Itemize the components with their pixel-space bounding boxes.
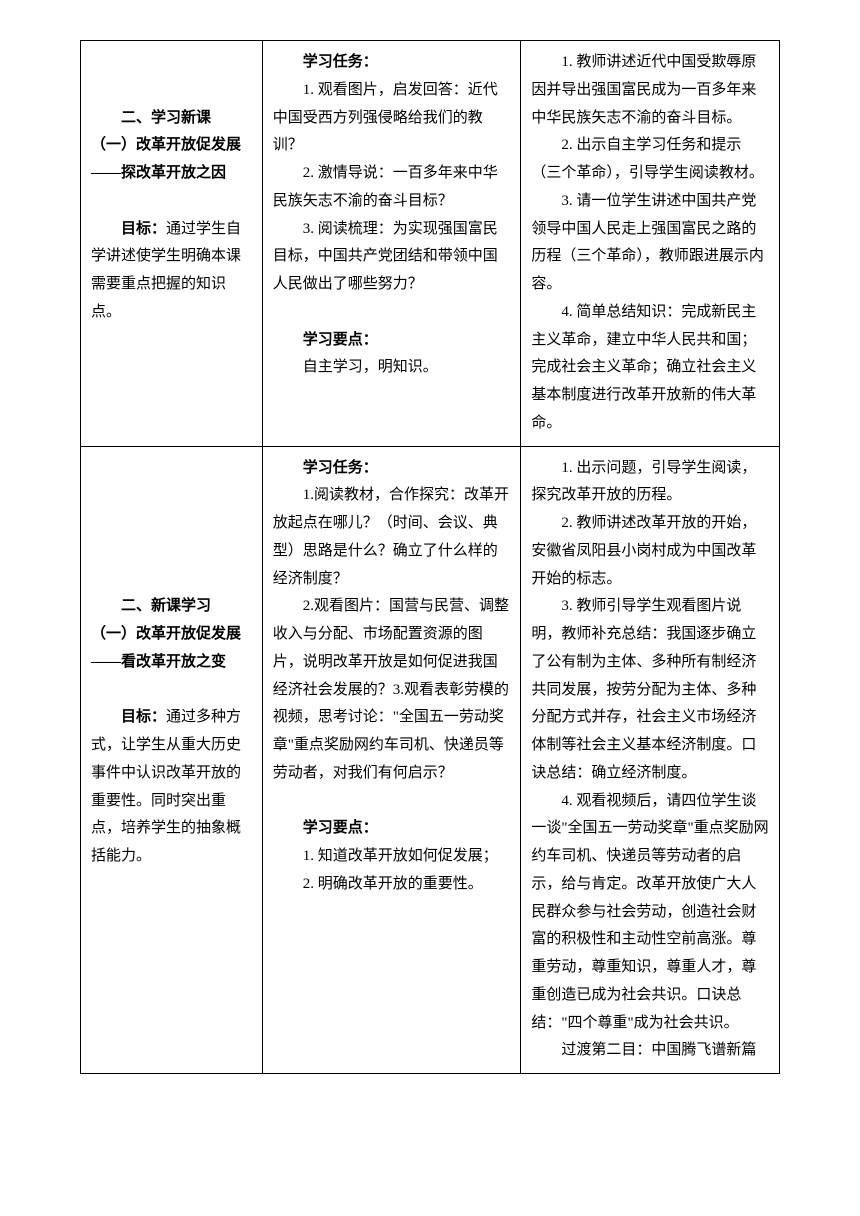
cell-right-1: 1. 教师讲述近代中国受欺辱原因并导出强国富民成为一百多年来中华民族矢志不渝的奋…	[521, 41, 780, 447]
task-item: 3. 阅读梳理：为实现强国富民目标，中国共产党团结和带领中国人民做出了哪些努力？	[273, 216, 511, 299]
cell-left-2: 二、新课学习 （一）改革开放促发展——看改革开放之变 目标：通过多种方式，让学生…	[81, 446, 263, 1074]
task-item: 2.观看图片：国营与民营、调整收入与分配、市场配置资源的图片，说明改革开放是如何…	[273, 593, 511, 787]
objective-text: 目标：通过学生自学讲述使学生明确本课需要重点把握的知识点。	[91, 216, 252, 327]
cell-middle-1: 学习任务： 1. 观看图片，启发回答：近代中国受西方列强侵略给我们的教训？ 2.…	[262, 41, 521, 447]
teacher-item: 4. 观看视频后，请四位学生谈一谈"全国五一劳动奖章"重点奖励网约车司机、快递员…	[531, 788, 769, 1038]
sub-title: （一）改革开放促发展——看改革开放之变	[91, 621, 252, 677]
point-item: 自主学习，明知识。	[273, 354, 511, 382]
teacher-item: 2. 教师讲述改革开放的开始，安徽省凤阳县小岗村成为中国改革开始的标志。	[531, 510, 769, 593]
points-header: 学习要点：	[273, 815, 511, 843]
table-row: 二、新课学习 （一）改革开放促发展——看改革开放之变 目标：通过多种方式，让学生…	[81, 446, 780, 1074]
task-item: 2. 激情导说：一百多年来中华民族矢志不渝的奋斗目标？	[273, 160, 511, 216]
lesson-plan-table: 二、学习新课 （一）改革开放促发展——探改革开放之因 目标：通过学生自学讲述使学…	[80, 40, 780, 1074]
task-header: 学习任务：	[273, 455, 511, 483]
cell-right-2: 1. 出示问题，引导学生阅读，探究改革开放的历程。 2. 教师讲述改革开放的开始…	[521, 446, 780, 1074]
teacher-item: 2. 出示自主学习任务和提示（三个革命），引导学生阅读教材。	[531, 132, 769, 188]
section-title: 二、学习新课	[91, 105, 252, 133]
teacher-item: 1. 教师讲述近代中国受欺辱原因并导出强国富民成为一百多年来中华民族矢志不渝的奋…	[531, 49, 769, 132]
teacher-item: 4. 简单总结知识：完成新民主主义革命，建立中华人民共和国；完成社会主义革命；确…	[531, 299, 769, 438]
sub-title: （一）改革开放促发展——探改革开放之因	[91, 132, 252, 188]
objective-text: 目标：通过多种方式，让学生从重大历史事件中认识改革开放的重要性。同时突出重点，培…	[91, 704, 252, 871]
point-item: 2. 明确改革开放的重要性。	[273, 871, 511, 899]
cell-middle-2: 学习任务： 1.阅读教材，合作探究：改革开放起点在哪儿？（时间、会议、典型）思路…	[262, 446, 521, 1074]
task-item: 1. 观看图片，启发回答：近代中国受西方列强侵略给我们的教训？	[273, 77, 511, 160]
table-row: 二、学习新课 （一）改革开放促发展——探改革开放之因 目标：通过学生自学讲述使学…	[81, 41, 780, 447]
transition-text: 过渡第二目：中国腾飞谱新篇	[531, 1037, 769, 1065]
points-header: 学习要点：	[273, 327, 511, 355]
cell-left-1: 二、学习新课 （一）改革开放促发展——探改革开放之因 目标：通过学生自学讲述使学…	[81, 41, 263, 447]
task-header: 学习任务：	[273, 49, 511, 77]
point-item: 1. 知道改革开放如何促发展；	[273, 843, 511, 871]
teacher-item: 3. 教师引导学生观看图片说明，教师补充总结：我国逐步确立了公有制为主体、多种所…	[531, 593, 769, 787]
teacher-item: 3. 请一位学生讲述中国共产党领导中国人民走上强国富民之路的历程（三个革命），教…	[531, 188, 769, 299]
teacher-item: 1. 出示问题，引导学生阅读，探究改革开放的历程。	[531, 455, 769, 511]
task-item: 1.阅读教材，合作探究：改革开放起点在哪儿？（时间、会议、典型）思路是什么？确立…	[273, 482, 511, 593]
section-title: 二、新课学习	[91, 593, 252, 621]
